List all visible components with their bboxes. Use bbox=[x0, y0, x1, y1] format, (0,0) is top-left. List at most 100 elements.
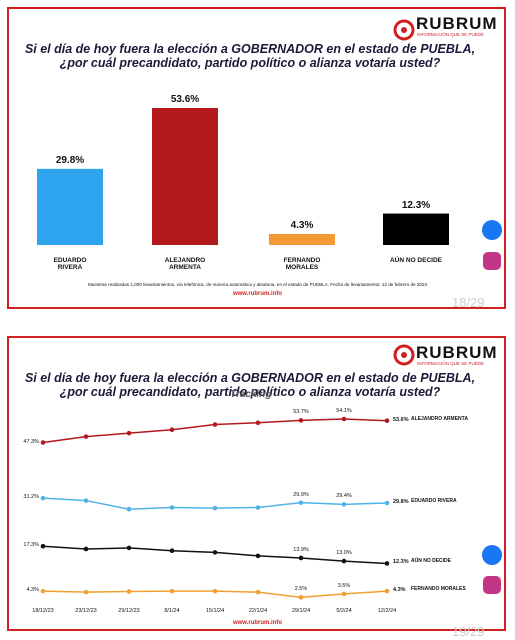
point bbox=[341, 502, 347, 507]
chart-title: Si el día de hoy fuera la elección a GOB… bbox=[24, 371, 476, 400]
page-number: 19/29 bbox=[452, 624, 485, 639]
value-label: 17.3% bbox=[23, 542, 39, 549]
point bbox=[126, 589, 132, 594]
point bbox=[298, 500, 304, 505]
facebook-icon bbox=[482, 545, 502, 565]
category-label: AÚN NO DECIDE bbox=[389, 257, 442, 264]
point bbox=[169, 588, 175, 594]
value-label: 53.7% bbox=[293, 409, 309, 416]
bar bbox=[152, 108, 218, 245]
brand: RUBRUM bbox=[416, 343, 498, 362]
series-name: EDUARDO RIVERA bbox=[411, 497, 457, 504]
category-label: ALEJANDRO ARMENTA bbox=[164, 257, 206, 272]
value-label: 29.4% bbox=[336, 493, 352, 500]
bar bbox=[269, 234, 335, 245]
point bbox=[83, 434, 89, 439]
value-label: 13.0% bbox=[336, 550, 352, 557]
point bbox=[384, 418, 390, 424]
point bbox=[298, 595, 304, 600]
x-tick-label: 29/12/23 bbox=[118, 608, 140, 614]
point bbox=[384, 500, 390, 506]
value-label: 3.5% bbox=[337, 582, 351, 589]
point bbox=[169, 427, 175, 433]
x-tick-label: 18/12/23 bbox=[32, 608, 54, 614]
page-number: 18/29 bbox=[452, 295, 485, 310]
x-tick-label: 23/12/23 bbox=[75, 608, 97, 614]
panel-border bbox=[7, 336, 506, 631]
point bbox=[384, 561, 390, 566]
point bbox=[83, 546, 89, 552]
website: www.rubrum.info bbox=[232, 291, 283, 297]
instagram-icon bbox=[483, 252, 501, 270]
point bbox=[212, 588, 218, 594]
value-label: 47.3% bbox=[23, 438, 39, 445]
point bbox=[384, 588, 390, 594]
point bbox=[126, 506, 132, 512]
point bbox=[40, 588, 46, 594]
series-name: AÚN NO DECIDE bbox=[411, 558, 452, 565]
point bbox=[212, 550, 218, 555]
point bbox=[255, 589, 261, 595]
brand: RUBRUM bbox=[416, 14, 498, 33]
point bbox=[169, 548, 175, 553]
point bbox=[40, 440, 46, 445]
series-name: ALEJANDRO ARMENTA bbox=[411, 415, 468, 422]
x-tick-label: 8/1/24 bbox=[164, 608, 180, 614]
value-label: 4.3% bbox=[393, 587, 406, 594]
value-label: 53.6% bbox=[170, 94, 200, 105]
point bbox=[169, 505, 175, 510]
point bbox=[298, 418, 304, 423]
tagline: INFORMACIÓN QUE SE PUEDE bbox=[417, 32, 485, 37]
point bbox=[212, 505, 218, 511]
footnote: Muestras realizadas 1,000 levantamientos… bbox=[87, 282, 428, 287]
point bbox=[255, 420, 261, 426]
value-label: 13.9% bbox=[293, 546, 309, 553]
x-tick-label: 22/1/24 bbox=[248, 608, 268, 614]
website: www.rubrum.info bbox=[232, 620, 283, 626]
subtitle: Tracking bbox=[230, 389, 272, 400]
logo-mark bbox=[393, 19, 415, 41]
series-name: FERNANDO MORALES bbox=[411, 586, 466, 593]
point bbox=[40, 495, 46, 501]
point bbox=[298, 555, 304, 561]
value-label: 4.3% bbox=[26, 587, 39, 594]
point bbox=[341, 416, 347, 422]
x-tick-label: 12/2/24 bbox=[377, 608, 397, 614]
value-label: 31.2% bbox=[23, 494, 39, 501]
tagline: INFORMACIÓN QUE SE PUEDE bbox=[417, 361, 485, 366]
instagram-icon bbox=[483, 576, 501, 594]
point bbox=[40, 543, 46, 549]
bar bbox=[37, 168, 103, 245]
category-label: EDUARDO RIVERA bbox=[53, 257, 87, 272]
logo-mark bbox=[401, 352, 407, 358]
chart-title: Si el día de hoy fuera la elección a GOB… bbox=[24, 42, 476, 71]
logo-mark bbox=[393, 344, 415, 366]
point bbox=[126, 545, 132, 551]
category-label: FERNANDO MORALES bbox=[283, 257, 321, 272]
value-label: 29.8% bbox=[55, 154, 85, 166]
x-tick-label: 5/2/24 bbox=[336, 608, 352, 614]
value-label: 29.9% bbox=[293, 491, 309, 498]
point bbox=[255, 553, 261, 559]
value-label: 53.6% bbox=[393, 416, 409, 423]
point bbox=[212, 422, 218, 427]
point bbox=[126, 430, 132, 436]
point bbox=[83, 498, 89, 503]
value-label: 12.3% bbox=[401, 199, 431, 211]
value-label: 54.1% bbox=[336, 408, 352, 414]
value-label: 4.3% bbox=[290, 220, 314, 231]
point bbox=[341, 591, 347, 597]
x-tick-label: 29/1/24 bbox=[291, 608, 311, 614]
value-label: 29.8% bbox=[393, 498, 409, 505]
point bbox=[341, 558, 347, 564]
x-tick-label: 15/1/24 bbox=[205, 608, 225, 614]
point bbox=[83, 589, 89, 595]
bar bbox=[383, 213, 449, 245]
point bbox=[255, 505, 261, 510]
panel-border bbox=[7, 7, 506, 309]
logo-mark bbox=[401, 27, 407, 33]
value-label: 2.5% bbox=[294, 586, 308, 593]
value-label: 12.3% bbox=[393, 559, 409, 566]
